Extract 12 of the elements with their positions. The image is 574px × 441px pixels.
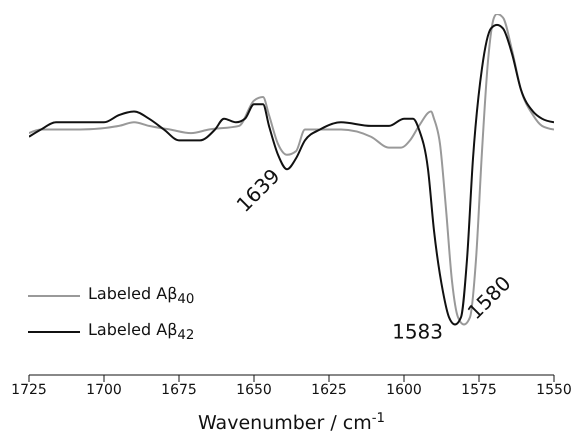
legend-label: Labeled Aβ$_{40}$ bbox=[88, 284, 194, 308]
x-tick-label: 1550 bbox=[536, 382, 572, 398]
annotation: 1583 bbox=[392, 319, 443, 344]
x-axis-title: Wavenumber / cm$^{-1}$ bbox=[198, 410, 386, 434]
x-tick-label: 1600 bbox=[386, 382, 422, 398]
x-tick-label: 1575 bbox=[461, 382, 497, 398]
x-tick-label: 1700 bbox=[86, 382, 122, 398]
x-tick-label: 1650 bbox=[236, 382, 272, 398]
x-tick-label: 1725 bbox=[11, 382, 47, 398]
legend-label: Labeled Aβ$_{42}$ bbox=[88, 320, 194, 344]
x-tick-label: 1625 bbox=[311, 382, 347, 398]
x-tick-label: 1675 bbox=[161, 382, 197, 398]
